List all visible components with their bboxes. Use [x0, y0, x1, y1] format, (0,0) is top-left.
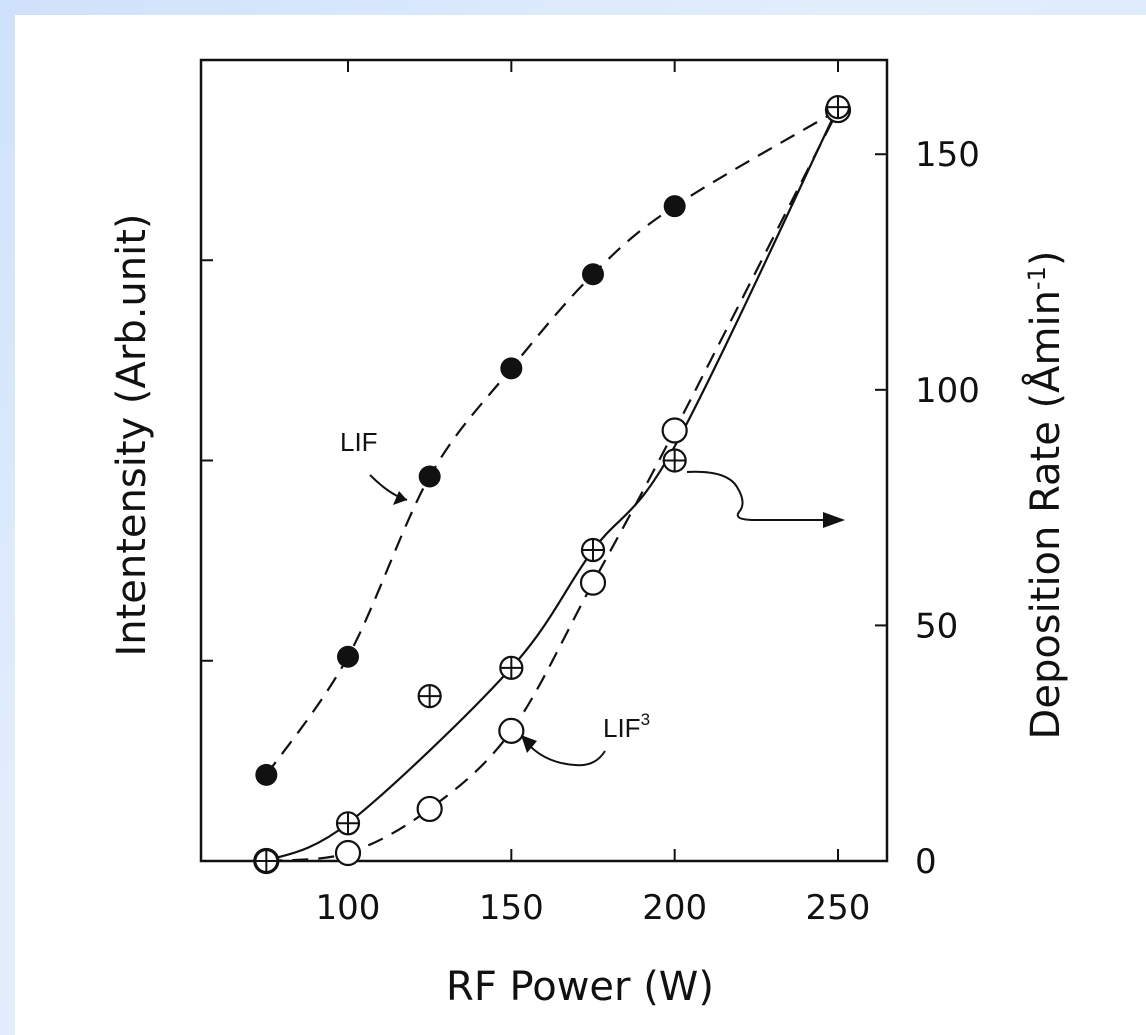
plot-area	[199, 58, 889, 863]
chart: 100 150 200 250 0 50 100 150 LIF LIF3 RF Power (…	[109, 58, 1069, 1010]
right-y-tick-label: 0	[915, 842, 937, 882]
lif-point	[582, 263, 604, 286]
lif3-arrow	[526, 742, 606, 767]
right-y-axis-title: Deposition Rate (Åmin-1)	[1021, 251, 1069, 740]
lif3-point	[661, 417, 688, 444]
deposition-point	[499, 655, 524, 680]
right-axis-arrowhead	[823, 512, 845, 528]
lif-point	[255, 763, 278, 786]
lif3-arrowhead	[521, 735, 537, 753]
x-tick-label: 250	[806, 888, 871, 928]
x-tick-label: 150	[479, 888, 544, 928]
tick-marks	[201, 60, 887, 861]
x-tick-label: 200	[642, 888, 707, 928]
data-marks	[253, 95, 852, 875]
lif3-curve	[266, 109, 839, 863]
right-y-tick-label: 100	[915, 371, 980, 411]
lif3-point	[498, 717, 525, 744]
right-y-tick-label: 50	[915, 606, 958, 646]
lif3-point	[334, 839, 362, 867]
tick-labels: 100 150 200 250 0 50 100 150	[316, 135, 980, 928]
deposition-point	[417, 683, 442, 709]
lif3-point	[579, 569, 607, 596]
deposition-point	[662, 448, 687, 473]
left-y-axis-title: Intentensity (Arb.unit)	[109, 213, 155, 656]
deposition-point	[580, 537, 606, 563]
lif-point	[337, 645, 359, 668]
deposition-point	[335, 811, 361, 836]
deposition-point	[254, 848, 279, 874]
deposition-curve	[265, 106, 839, 863]
lif3-point	[416, 795, 443, 823]
deposition-point	[825, 95, 851, 120]
right-y-tick-label: 150	[915, 135, 980, 175]
figure-frame: 100 150 200 250 0 50 100 150 LIF LIF3 RF Power (…	[15, 15, 1146, 1035]
lif-point	[418, 465, 441, 488]
right-axis-arrow	[686, 470, 830, 521]
lif-point	[663, 195, 686, 218]
annotations: LIF LIF3	[340, 427, 845, 767]
lif-point	[500, 357, 523, 380]
x-axis-title: RF Power (W)	[446, 964, 714, 1010]
lif-annotation: LIF	[340, 427, 378, 457]
x-tick-label: 100	[316, 888, 381, 928]
lif3-annotation: LIF3	[603, 710, 650, 743]
fit-curves	[265, 106, 839, 863]
lif-arrowhead	[393, 491, 407, 505]
